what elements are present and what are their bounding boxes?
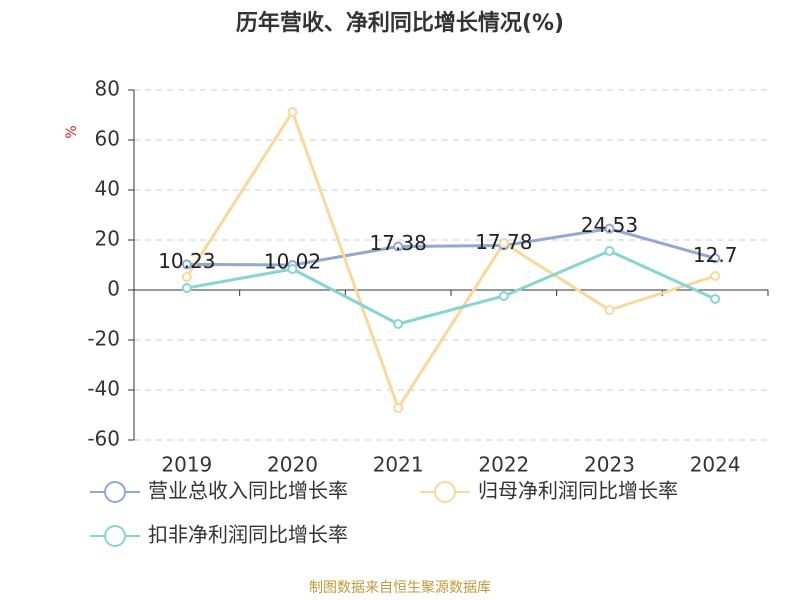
x-tick-label: 2023 — [584, 453, 635, 477]
data-label: 17.38 — [370, 231, 427, 255]
data-point — [710, 294, 721, 304]
x-tick-label: 2020 — [267, 453, 318, 477]
legend-marker — [104, 525, 126, 547]
data-point — [181, 272, 192, 282]
legend-label: 营业总收入同比增长率 — [148, 479, 348, 503]
data-point — [498, 238, 509, 248]
y-tick-label: 40 — [95, 177, 120, 201]
data-point — [710, 253, 721, 264]
data-point — [604, 223, 615, 234]
y-tick-label: 60 — [95, 127, 120, 151]
data-point — [710, 271, 721, 281]
series-line — [185, 108, 716, 412]
y-tick-label: 80 — [95, 77, 120, 101]
y-tick-label: -60 — [87, 427, 120, 451]
legend-marker — [434, 481, 456, 503]
legend-label: 扣非净利润同比增长率 — [148, 523, 348, 547]
series-line — [186, 249, 716, 326]
chart-title: 历年营收、净利同比增长情况(%) — [236, 10, 564, 36]
data-label: 12.7 — [693, 243, 738, 267]
x-tick-label: 2024 — [690, 453, 741, 477]
legend-marker — [104, 481, 126, 503]
data-label: 24.53 — [581, 213, 638, 237]
y-tick-label: -20 — [87, 327, 120, 351]
x-tick-label: 2022 — [478, 453, 529, 477]
y-tick-label: 0 — [107, 277, 120, 301]
data-point — [604, 246, 615, 256]
y-tick-label: 20 — [95, 227, 120, 251]
y-tick-label: -40 — [87, 377, 120, 401]
data-point — [393, 319, 404, 329]
data-point — [604, 305, 615, 315]
data-point — [287, 107, 298, 117]
data-point — [393, 403, 404, 413]
data-point — [181, 259, 192, 270]
series-line — [186, 227, 716, 267]
legend-label: 归母净利润同比增长率 — [478, 479, 678, 503]
y-axis-label: % — [64, 125, 80, 138]
data-point — [393, 241, 404, 252]
data-label: 10.23 — [158, 249, 215, 273]
data-point — [498, 291, 509, 301]
source-note: 制图数据来自恒生聚源数据库 — [309, 580, 491, 596]
x-tick-label: 2021 — [373, 453, 424, 477]
x-tick-label: 2019 — [161, 453, 212, 477]
data-point — [287, 264, 298, 274]
data-point — [181, 283, 192, 293]
